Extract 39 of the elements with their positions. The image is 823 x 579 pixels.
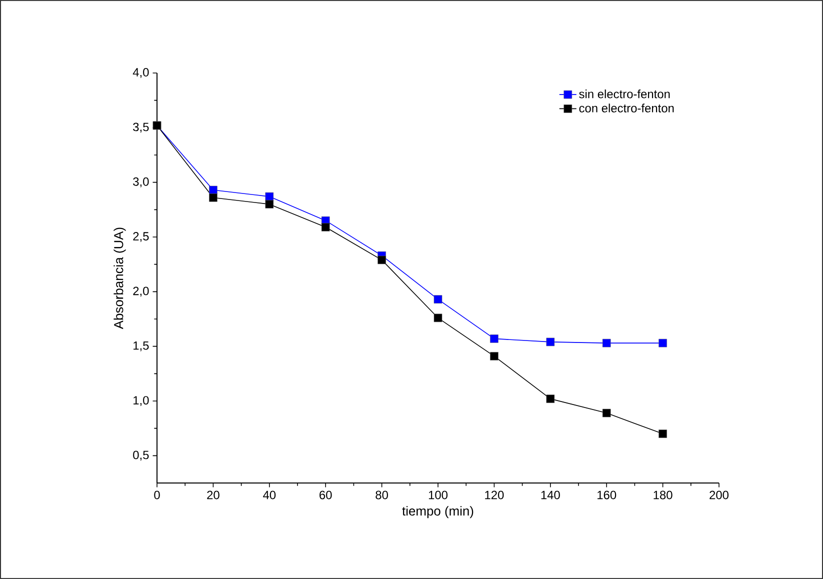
point [490, 334, 498, 343]
point [602, 338, 611, 348]
y-tick-label: 1,0 [134, 396, 149, 406]
x-axis-title: tiempo (min) [402, 506, 474, 518]
point [209, 186, 218, 194]
point [546, 338, 555, 346]
y-tick-label: 4,0 [132, 68, 149, 78]
point [434, 314, 442, 322]
x-tick-label: 160 [598, 490, 616, 500]
point [321, 223, 330, 232]
x-tick-label: 0 [154, 490, 160, 500]
x-tick-label: 20 [207, 490, 220, 500]
x-tick-label: 100 [428, 490, 448, 500]
x-tick-label: 140 [541, 490, 560, 500]
point [265, 200, 274, 208]
point [658, 338, 667, 348]
y-tick-label: 0,5 [133, 450, 149, 461]
y-tick-label: 3,5 [133, 122, 149, 133]
legend-label: sin electro-fenton [579, 89, 670, 98]
point [209, 193, 218, 202]
legend-label: con electro-fenton [579, 104, 674, 112]
x-tick-label: 180 [654, 490, 672, 500]
x-tick-label: 40 [263, 490, 276, 500]
point [265, 192, 274, 201]
point [658, 430, 667, 438]
x-tick-label: 60 [320, 490, 332, 500]
point [602, 408, 611, 418]
y-tick-label: 2,5 [133, 232, 149, 242]
point [434, 295, 442, 304]
x-tick-label: 200 [710, 490, 729, 500]
y-tick-label: 2,0 [133, 286, 149, 297]
x-tick-label: 80 [376, 490, 388, 500]
point [378, 256, 386, 264]
y-tick-label: 1,5 [134, 341, 149, 352]
y-axis-title: Absorbancia (UA) [114, 228, 126, 330]
point [546, 394, 555, 403]
y-tick-label: 3,0 [133, 177, 149, 188]
x-tick-label: 120 [485, 490, 504, 500]
point [490, 352, 498, 360]
